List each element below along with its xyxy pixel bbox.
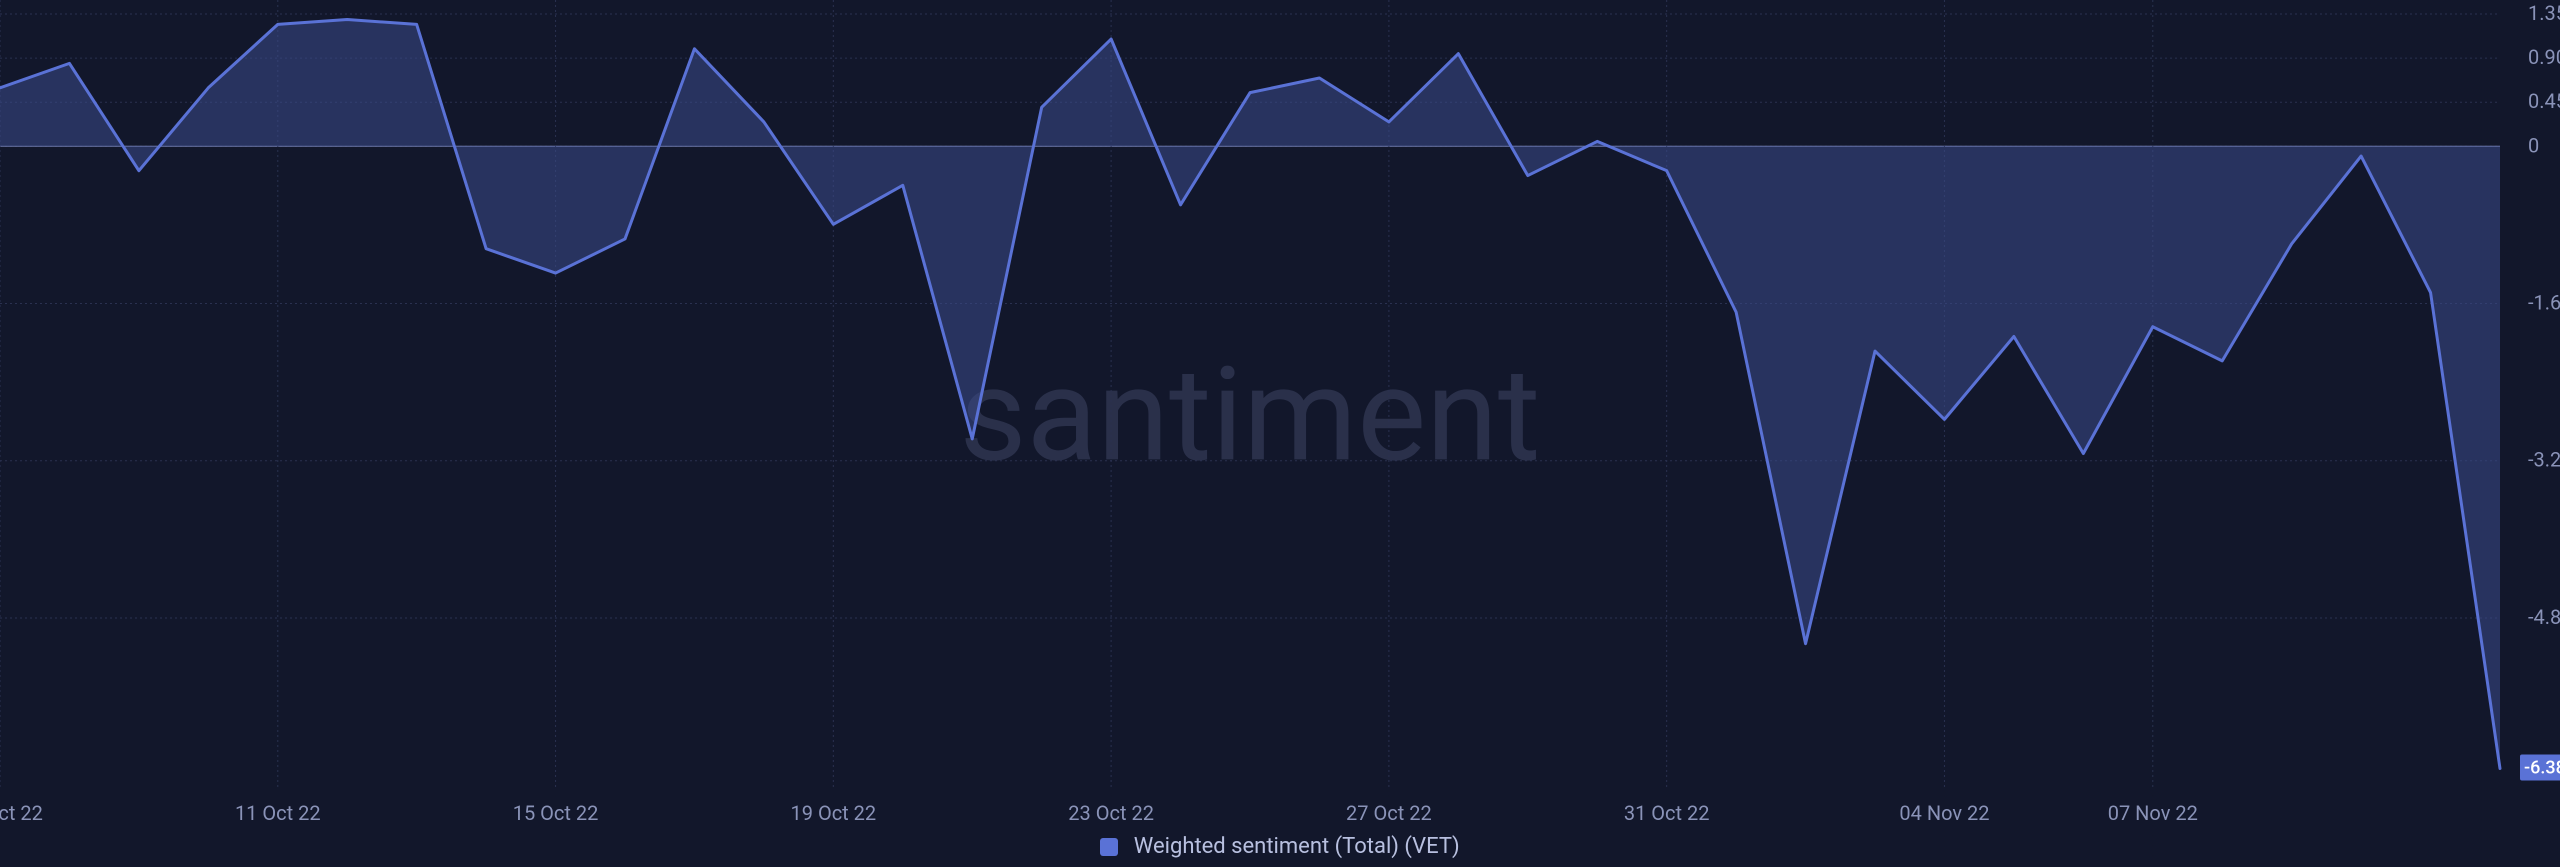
y-tick-label: 0.452: [2528, 89, 2560, 113]
x-tick-label: 07 Oct 22: [0, 801, 43, 825]
legend-label: Weighted sentiment (Total) (VET): [1134, 834, 1460, 859]
y-tick-label: 0: [2528, 133, 2539, 157]
x-tick-label: 07 Nov 22: [2108, 801, 2198, 825]
y-tick-label: -3.224: [2528, 448, 2560, 472]
watermark: santiment: [959, 338, 1540, 491]
legend: Weighted sentiment (Total) (VET): [0, 834, 2560, 859]
x-tick-label: 15 Oct 22: [513, 801, 599, 825]
chart-svg: santiment 1.356 0.904 0.452 0 -1.612 -3.224 -4.…: [0, 0, 2560, 867]
y-tick-label: -4.836: [2528, 605, 2560, 629]
last-value-label: -6.384: [2524, 758, 2560, 779]
x-tick-label: 04 Nov 22: [1899, 801, 1989, 825]
y-tick-label: 1.356: [2528, 1, 2560, 25]
x-tick-label: 27 Oct 22: [1346, 801, 1432, 825]
legend-swatch: [1100, 838, 1118, 856]
x-tick-label: 11 Oct 22: [235, 801, 321, 825]
x-tick-label: 31 Oct 22: [1624, 801, 1710, 825]
x-tick-label: 19 Oct 22: [791, 801, 877, 825]
x-tick-label: 23 Oct 22: [1068, 801, 1154, 825]
y-tick-label: 0.904: [2528, 45, 2560, 69]
y-tick-label: -1.612: [2528, 291, 2560, 315]
sentiment-chart: santiment 1.356 0.904 0.452 0 -1.612 -3.224 -4.…: [0, 0, 2560, 867]
